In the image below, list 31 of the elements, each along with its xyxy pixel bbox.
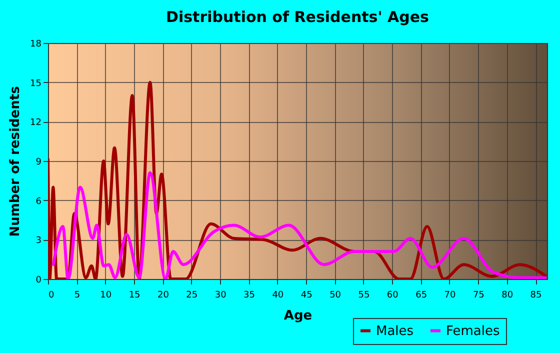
x-tick-label: 25 <box>186 290 198 300</box>
y-tick-label: 18 <box>30 40 42 50</box>
x-tick-label: 75 <box>472 290 484 300</box>
x-tick-label: 45 <box>300 290 312 300</box>
y-tick-label: 3 <box>36 236 42 246</box>
x-tick-label: 30 <box>214 290 227 300</box>
legend-label: Females <box>446 324 500 339</box>
x-tick-label: 15 <box>128 290 140 300</box>
x-tick-label: 60 <box>386 290 399 300</box>
x-tick-label: 35 <box>244 290 255 300</box>
y-tick-label: 9 <box>36 158 42 168</box>
x-tick-label: 20 <box>157 290 170 300</box>
x-tick-label: 0 <box>48 290 54 300</box>
y-tick-label: 15 <box>30 78 42 89</box>
y-axis-title: Number of residents <box>8 86 24 237</box>
x-tick-label: 55 <box>358 290 370 300</box>
line-series <box>52 171 547 279</box>
x-tick-label: 40 <box>272 290 284 300</box>
x-axis-title: Age <box>284 308 312 324</box>
x-tick-label: 50 <box>330 290 342 300</box>
legend-label: Males <box>376 324 414 339</box>
x-tick-label: 70 <box>444 290 456 300</box>
chart-title: Distribution of Residents' Ages <box>166 8 430 26</box>
x-tick-label: 80 <box>502 290 514 300</box>
y-tick-label: 6 <box>36 196 42 207</box>
x-tick-label: 65 <box>416 290 428 300</box>
x-tick-label: 5 <box>74 290 80 300</box>
x-tick-label: 85 <box>530 290 542 300</box>
x-tick-label: 10 <box>100 290 112 300</box>
y-tick-label: 12 <box>30 118 42 128</box>
y-tick-label: 0 <box>36 276 42 286</box>
